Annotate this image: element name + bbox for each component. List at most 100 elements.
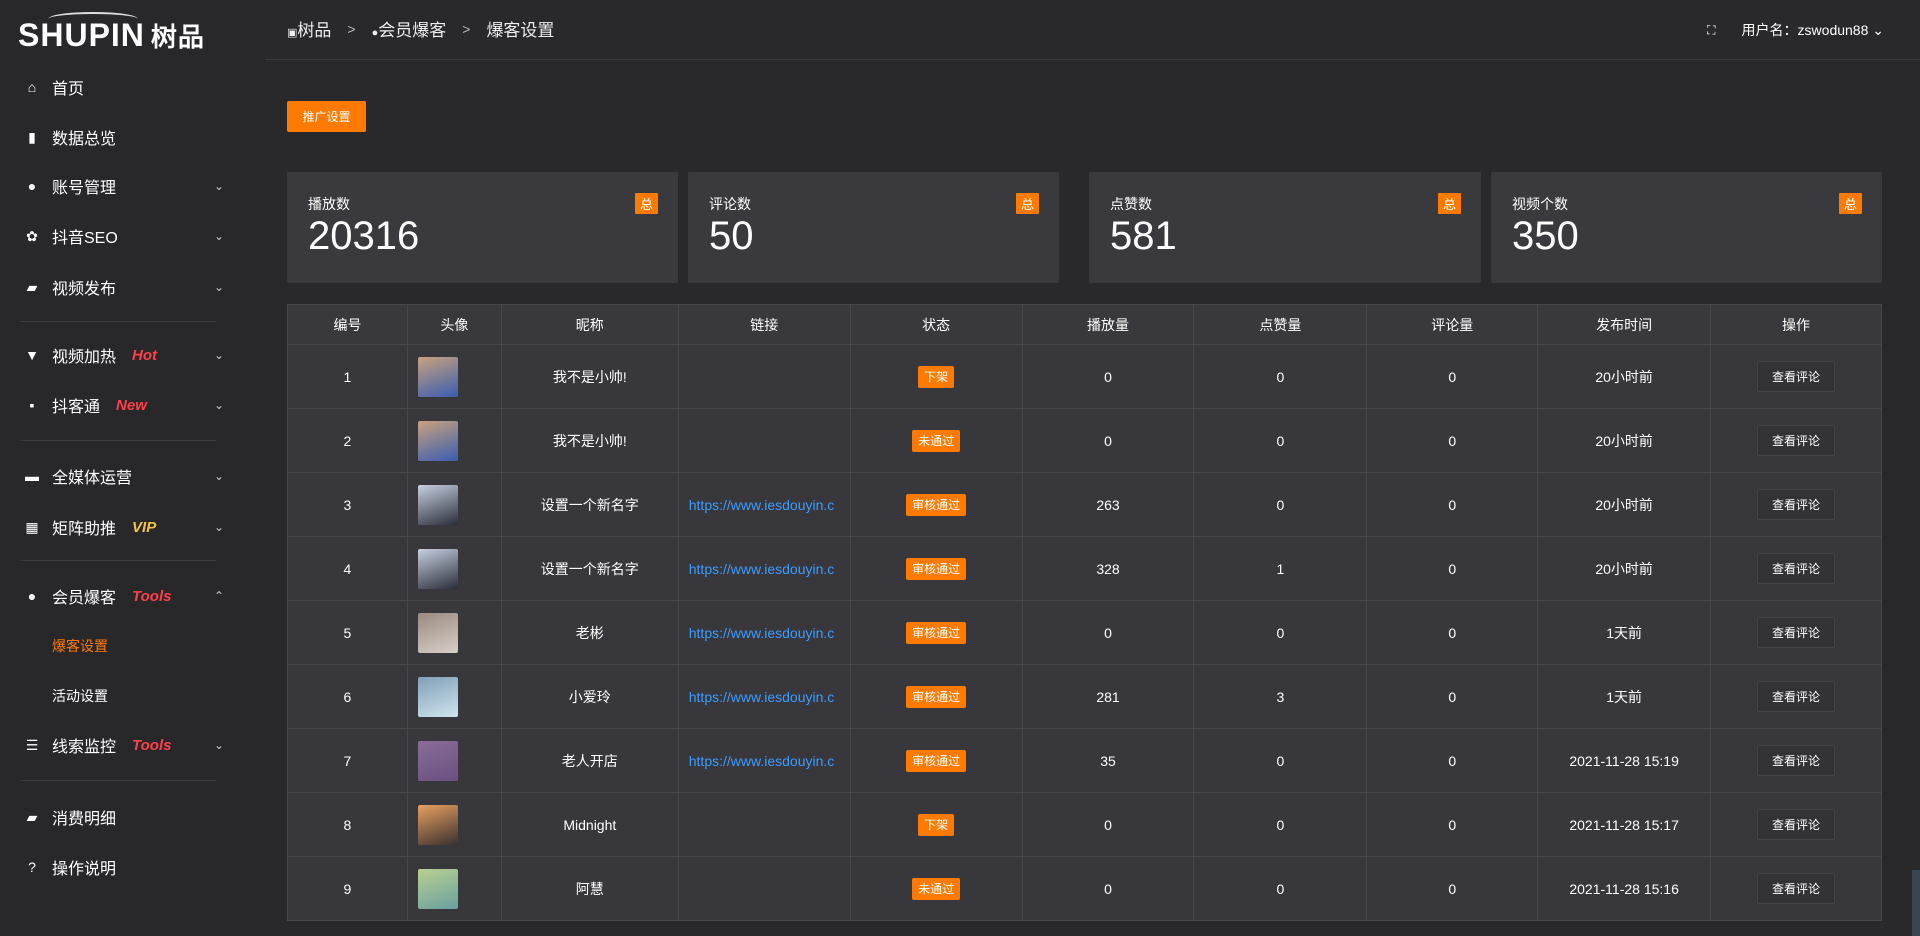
status-badge: 下架 bbox=[918, 814, 955, 836]
row-id: 7 bbox=[287, 728, 408, 793]
table-row: 6 小爱玲 https://www.iesdouyin.c 审核通过 281 3… bbox=[287, 664, 1882, 729]
avatar bbox=[417, 484, 458, 525]
status-badge: 审核通过 bbox=[906, 494, 967, 516]
sidebar-item-1[interactable]: ⌂ 首页 bbox=[0, 67, 265, 107]
row-link[interactable] bbox=[677, 792, 851, 857]
row-link[interactable] bbox=[677, 408, 851, 473]
table-row: 3 设置一个新名字 https://www.iesdouyin.c 审核通过 2… bbox=[287, 472, 1882, 537]
chevron-icon: ⌄ bbox=[214, 229, 225, 243]
avatar bbox=[417, 612, 458, 653]
view-comments-button[interactable]: 查看评论 bbox=[1757, 873, 1836, 904]
sidebar-item-12[interactable]: ▰ 消费明细 bbox=[0, 797, 265, 837]
sidebar-item-label: 抖客通 bbox=[52, 399, 101, 416]
row-likes: 1 bbox=[1193, 536, 1368, 601]
sidebar-item-label: 视频加热 bbox=[52, 349, 117, 366]
row-link[interactable] bbox=[677, 856, 851, 921]
scrollbar[interactable] bbox=[1912, 870, 1920, 936]
stat-value: 581 bbox=[1110, 214, 1177, 258]
breadcrumb-member[interactable]: ●会员爆客 bbox=[371, 21, 447, 40]
sidebar-item-5[interactable]: ▰ 视频发布 ⌄ bbox=[0, 267, 265, 307]
user-icon: ● bbox=[27, 178, 37, 194]
row-likes: 0 bbox=[1193, 792, 1368, 857]
sidebar-item-3[interactable]: ● 账号管理 ⌄ bbox=[0, 166, 265, 206]
column-header: 点赞量 bbox=[1193, 304, 1368, 345]
sidebar-item-9[interactable]: ▦ 矩阵助推 VIP ⌄ bbox=[0, 507, 265, 547]
view-comments-button[interactable]: 查看评论 bbox=[1757, 425, 1836, 456]
user-menu[interactable]: 用户名：zswodun88 ⌄ bbox=[1741, 22, 1884, 38]
table-row: 5 老彬 https://www.iesdouyin.c 审核通过 0 0 0 … bbox=[287, 600, 1882, 665]
breadcrumb-separator: > bbox=[462, 20, 471, 37]
total-badge: 总 bbox=[1015, 193, 1039, 214]
sidebar-item-label: 全媒体运营 bbox=[52, 470, 133, 487]
sliders-icon: ☰ bbox=[25, 736, 39, 753]
sidebar-divider bbox=[20, 780, 216, 781]
breadcrumb-home[interactable]: ▣树品 bbox=[287, 21, 332, 40]
sidebar-item-6[interactable]: ▼ 视频加热 Hot ⌄ bbox=[0, 335, 265, 375]
promo-settings-button[interactable]: 推广设置 bbox=[287, 101, 366, 132]
sidebar-item-4[interactable]: ✿ 抖音SEO ⌄ bbox=[0, 216, 265, 256]
row-nickname: 小爱玲 bbox=[500, 664, 679, 729]
status-badge: 审核通过 bbox=[906, 686, 967, 708]
row-nickname: 老人开店 bbox=[500, 728, 679, 793]
row-link[interactable]: https://www.iesdouyin.c bbox=[677, 600, 851, 665]
view-comments-button[interactable]: 查看评论 bbox=[1757, 361, 1836, 392]
row-link[interactable]: https://www.iesdouyin.c bbox=[677, 536, 851, 601]
sidebar: SHUPIN 树品 ⌂ 首页 ▮ 数据总览 ● 账号管理 ⌄ ✿ 抖音SEO ⌄ ▰ 视频发布 ⌄ ▼ 视频加… bbox=[0, 0, 265, 936]
gear-icon: ✿ bbox=[26, 227, 38, 244]
row-time: 2021-11-28 15:19 bbox=[1537, 728, 1712, 793]
sidebar-item-tag: Hot bbox=[132, 346, 158, 364]
row-likes: 0 bbox=[1193, 856, 1368, 921]
sidebar-item-2[interactable]: ▮ 数据总览 bbox=[0, 117, 265, 157]
chevron-icon: ⌄ bbox=[214, 179, 225, 193]
sidebar-item-7[interactable]: ▪ 抖客通 New ⌄ bbox=[0, 385, 265, 425]
view-comments-button[interactable]: 查看评论 bbox=[1757, 553, 1836, 584]
row-link[interactable]: https://www.iesdouyin.c bbox=[677, 664, 851, 729]
view-comments-button[interactable]: 查看评论 bbox=[1757, 745, 1836, 776]
fullscreen-icon[interactable]: ⛶ bbox=[1707, 22, 1716, 37]
row-likes: 3 bbox=[1193, 664, 1368, 729]
sidebar-item-label: 账号管理 bbox=[52, 180, 117, 197]
row-link[interactable] bbox=[677, 344, 851, 409]
monitor-icon: ▬ bbox=[25, 468, 39, 484]
row-link[interactable]: https://www.iesdouyin.c bbox=[677, 472, 851, 537]
row-link[interactable]: https://www.iesdouyin.c bbox=[677, 728, 851, 793]
row-likes: 0 bbox=[1193, 344, 1368, 409]
avatar bbox=[417, 548, 458, 589]
stat-card: 评论数 50 总 bbox=[688, 172, 1059, 283]
sidebar-subitem-1[interactable]: 爆客设置 bbox=[52, 638, 108, 654]
row-plays: 0 bbox=[1021, 856, 1195, 921]
total-badge: 总 bbox=[1437, 193, 1461, 214]
avatar bbox=[417, 356, 458, 397]
sidebar-item-10[interactable]: ● 会员爆客 Tools ⌃ bbox=[0, 576, 265, 616]
row-time: 20小时前 bbox=[1537, 472, 1712, 537]
sidebar-item-8[interactable]: ▬ 全媒体运营 ⌄ bbox=[0, 456, 265, 496]
user-icon: ● bbox=[371, 27, 379, 39]
row-nickname: 我不是小帅! bbox=[500, 408, 679, 473]
stat-card: 播放数 20316 总 bbox=[287, 172, 678, 283]
sidebar-item-tag: VIP bbox=[132, 518, 157, 536]
column-header: 播放量 bbox=[1021, 304, 1195, 345]
sidebar-item-label: 首页 bbox=[52, 81, 85, 98]
column-header: 头像 bbox=[406, 304, 502, 345]
sidebar-divider bbox=[20, 560, 216, 561]
view-comments-button[interactable]: 查看评论 bbox=[1757, 809, 1836, 840]
sidebar-item-tag: Tools bbox=[132, 736, 172, 754]
column-header: 评论量 bbox=[1366, 304, 1539, 345]
row-comments: 0 bbox=[1366, 856, 1539, 921]
stat-label: 视频个数 bbox=[1512, 196, 1568, 212]
sidebar-item-13[interactable]: ? 操作说明 bbox=[0, 847, 265, 887]
chevron-icon: ⌄ bbox=[214, 398, 225, 412]
sidebar-subitem-2[interactable]: 活动设置 bbox=[52, 688, 108, 704]
row-plays: 263 bbox=[1021, 472, 1195, 537]
sidebar-divider bbox=[20, 440, 216, 441]
chevron-icon: ⌄ bbox=[214, 348, 225, 362]
row-plays: 0 bbox=[1021, 408, 1195, 473]
logo: SHUPIN 树品 bbox=[18, 12, 205, 54]
view-comments-button[interactable]: 查看评论 bbox=[1757, 489, 1836, 520]
sidebar-item-11[interactable]: ☰ 线索监控 Tools ⌄ bbox=[0, 725, 265, 765]
view-comments-button[interactable]: 查看评论 bbox=[1757, 681, 1836, 712]
row-comments: 0 bbox=[1366, 728, 1539, 793]
view-comments-button[interactable]: 查看评论 bbox=[1757, 617, 1836, 648]
row-time: 20小时前 bbox=[1537, 344, 1712, 409]
table-row: 7 老人开店 https://www.iesdouyin.c 审核通过 35 0… bbox=[287, 728, 1882, 793]
